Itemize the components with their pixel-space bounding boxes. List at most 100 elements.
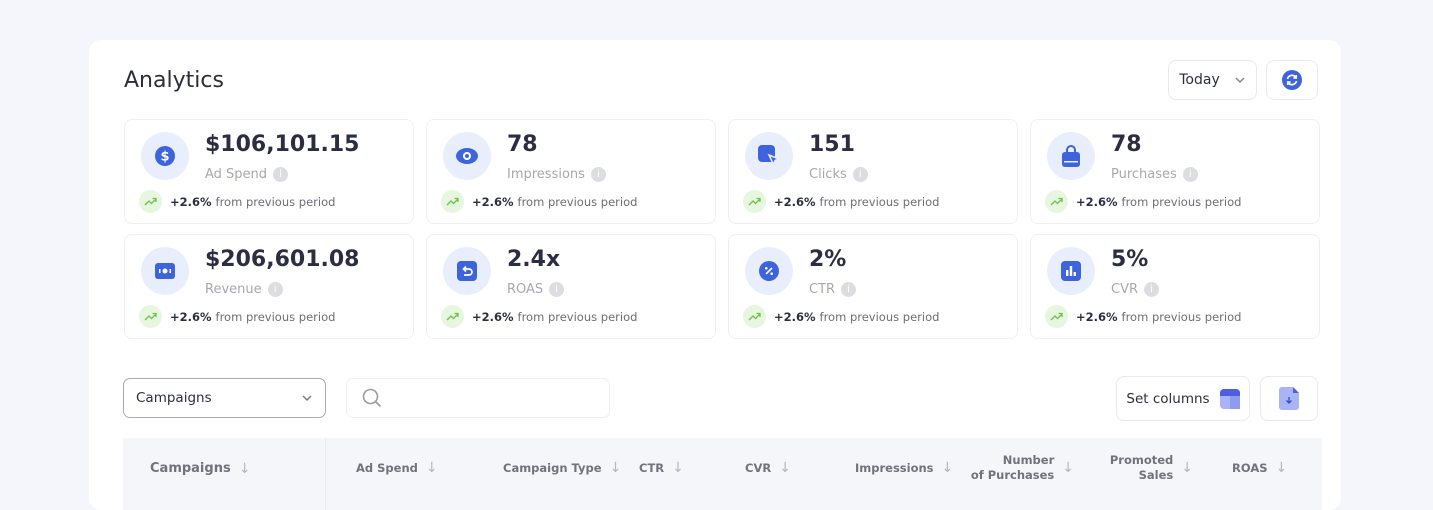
metric-change: +2.6%: [1076, 194, 1118, 209]
info-icon[interactable]: i: [1144, 282, 1160, 297]
metric-card-impressions: 78 Impressions i +2.6% from previous perio…: [426, 119, 716, 224]
info-icon[interactable]: i: [1182, 167, 1198, 182]
metric-change-text: from previous period: [1121, 309, 1242, 324]
metric-label-row: Impressions i: [507, 167, 606, 182]
metric-trend: +2.6% from previous period: [441, 190, 637, 213]
sort-arrow-icon[interactable]: ↓: [941, 460, 954, 476]
metric-change: +2.6%: [472, 194, 514, 209]
metric-value: 2%: [809, 247, 847, 272]
column-label: Impressions: [855, 460, 934, 475]
trend-up-icon: [743, 305, 766, 328]
refresh-icon: [1282, 70, 1302, 90]
trend-up-icon: [441, 190, 464, 213]
analytics-panel: Analytics Today $ $106,101.15 Ad Spend i …: [89, 40, 1341, 510]
trend-up-icon: [743, 190, 766, 213]
sort-arrow-icon[interactable]: ↓: [1275, 460, 1288, 476]
page-title: Analytics: [124, 68, 224, 93]
metric-card-roas: 2.4x ROAS i +2.6% from previous period: [426, 234, 716, 339]
metric-value: 78: [507, 132, 538, 157]
cursor-click-icon: [745, 132, 793, 180]
column-header-impressions[interactable]: Impressions ↓: [855, 459, 953, 477]
metric-card-clicks: 151 Clicks i +2.6% from previous period: [728, 119, 1018, 224]
metrics-grid: $ $106,101.15 Ad Spend i +2.6% from previo…: [124, 119, 1320, 339]
column-header-roas[interactable]: ROAS ↓: [1232, 459, 1287, 477]
column-label: Number of Purchases: [970, 453, 1055, 482]
svg-text:$: $: [160, 150, 169, 165]
metric-value: 2.4x: [507, 247, 561, 272]
metric-change-text: from previous period: [215, 194, 336, 209]
metric-change-text: from previous period: [215, 309, 336, 324]
info-icon[interactable]: i: [590, 167, 606, 182]
metric-label: Purchases: [1111, 167, 1177, 182]
metric-change: +2.6%: [472, 309, 514, 324]
sort-arrow-icon[interactable]: ↓: [425, 460, 438, 476]
column-header-number-of-purchases[interactable]: Number of Purchases ↓: [971, 453, 1074, 483]
table-header: Campaigns ↓ Ad Spend ↓ Campaign Type ↓ CTR ↓ CVR…: [123, 438, 1322, 510]
column-label: CTR: [639, 460, 665, 475]
column-header-ctr[interactable]: CTR ↓: [639, 459, 684, 477]
set-columns-label: Set columns: [1126, 390, 1210, 407]
metric-change: +2.6%: [774, 309, 816, 324]
metric-change-text: from previous period: [819, 194, 940, 209]
info-icon[interactable]: i: [273, 167, 289, 182]
metric-label-row: Clicks i: [809, 167, 868, 182]
metric-change-text: from previous period: [517, 194, 638, 209]
search-input[interactable]: [346, 378, 610, 418]
metric-change-text: from previous period: [517, 309, 638, 324]
view-select-value: Campaigns: [136, 390, 212, 406]
column-label: Promoted Sales: [1109, 453, 1174, 482]
metric-label-row: CVR i: [1111, 282, 1160, 297]
info-icon[interactable]: i: [841, 282, 857, 297]
eye-icon: [443, 132, 491, 180]
metric-label-row: Ad Spend i: [205, 167, 289, 182]
sort-arrow-icon[interactable]: ↓: [779, 460, 791, 476]
info-icon[interactable]: i: [549, 282, 565, 297]
column-header-cvr[interactable]: CVR ↓: [745, 459, 791, 477]
metric-label: Ad Spend: [205, 167, 268, 182]
export-button[interactable]: [1260, 376, 1318, 421]
date-range-dropdown[interactable]: Today: [1168, 60, 1257, 100]
metric-label: Clicks: [809, 167, 847, 182]
metric-label: CVR: [1111, 282, 1139, 297]
sort-arrow-icon[interactable]: ↓: [1181, 459, 1193, 476]
metric-change: +2.6%: [170, 194, 212, 209]
return-icon: [443, 247, 491, 295]
metric-trend: +2.6% from previous period: [743, 190, 939, 213]
metric-trend: +2.6% from previous period: [139, 190, 335, 213]
trend-up-icon: [139, 190, 162, 213]
sort-arrow-icon[interactable]: ↓: [609, 460, 622, 476]
first-column-divider: [123, 438, 326, 510]
shopping-bag-icon: [1047, 132, 1095, 180]
metric-label: ROAS: [507, 282, 544, 297]
metric-card-ctr: 2% CTR i +2.6% from previous period: [728, 234, 1018, 339]
set-columns-button[interactable]: Set columns: [1116, 376, 1250, 421]
view-select[interactable]: Campaigns: [123, 378, 326, 418]
trend-up-icon: [139, 305, 162, 328]
sort-arrow-icon[interactable]: ↓: [238, 461, 251, 477]
metric-label: Revenue: [205, 282, 262, 297]
column-header-campaign-type[interactable]: Campaign Type ↓: [503, 459, 621, 477]
column-label: Campaigns: [150, 460, 231, 476]
column-header-promoted-sales[interactable]: Promoted Sales ↓: [1110, 453, 1193, 483]
metric-change: +2.6%: [1076, 309, 1118, 324]
sort-arrow-icon[interactable]: ↓: [672, 460, 684, 476]
column-header-campaigns[interactable]: Campaigns ↓: [150, 460, 250, 478]
metric-change: +2.6%: [170, 309, 212, 324]
chevron-down-icon: [302, 395, 312, 401]
metric-card-purchases: 78 Purchases i +2.6% from previous period: [1030, 119, 1320, 224]
metric-trend: +2.6% from previous period: [743, 305, 939, 328]
metric-label: Impressions: [507, 167, 585, 182]
column-label: CVR: [745, 460, 772, 475]
date-range-label: Today: [1179, 72, 1220, 88]
percent-icon: [745, 247, 793, 295]
metric-card-revenue: $206,601.08 Revenue i +2.6% from previous …: [124, 234, 414, 339]
metric-value: 151: [809, 132, 855, 157]
column-header-ad-spend[interactable]: Ad Spend ↓: [356, 459, 438, 477]
sort-arrow-icon[interactable]: ↓: [1062, 459, 1074, 476]
info-icon[interactable]: i: [267, 282, 283, 297]
info-icon[interactable]: i: [852, 167, 868, 182]
metric-value: 5%: [1111, 247, 1149, 272]
refresh-button[interactable]: [1266, 60, 1318, 100]
metric-label-row: CTR i: [809, 282, 857, 297]
metric-label: CTR: [809, 282, 836, 297]
